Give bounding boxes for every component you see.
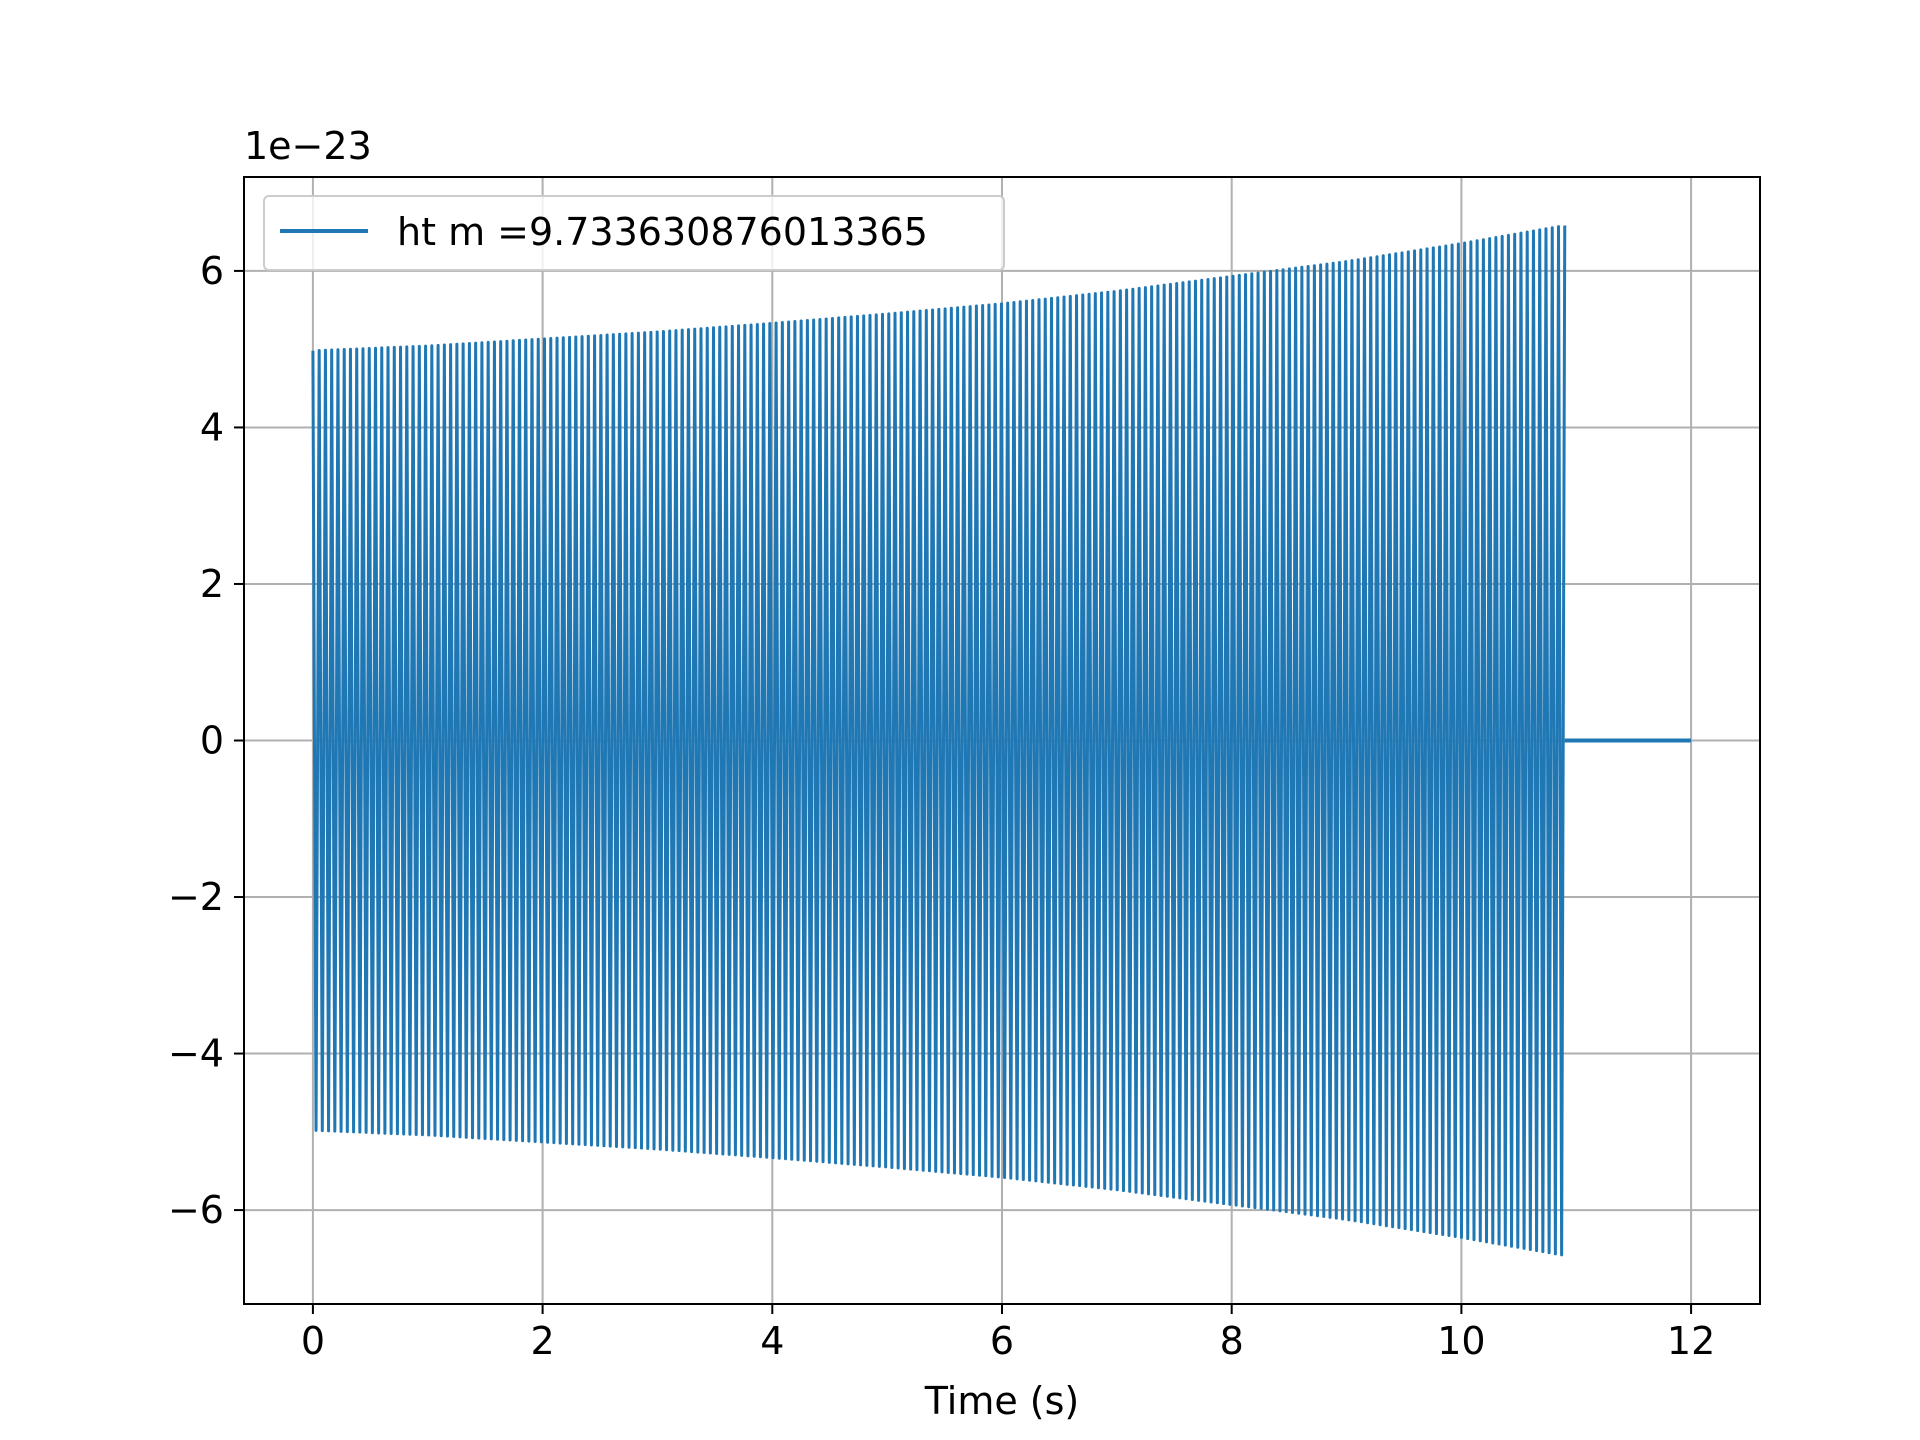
plot-series — [311, 225, 1692, 1257]
legend-box — [263, 195, 1005, 271]
legend: ht m =9.733630876013365 — [263, 195, 1005, 271]
y-tick-label: −6 — [168, 1188, 224, 1232]
x-tick-label: 12 — [1667, 1319, 1715, 1363]
x-tick-label: 10 — [1437, 1319, 1485, 1363]
x-tick-label: 0 — [301, 1319, 325, 1363]
series-line-oscillation — [311, 225, 1567, 1257]
ticks: 0 2 4 6 8 10 12 −6 −4 −2 0 2 4 6 — [168, 249, 1715, 1363]
y-tick-label: −4 — [168, 1032, 224, 1076]
x-tick-label: 2 — [531, 1319, 555, 1363]
y-tick-label: 0 — [200, 719, 224, 763]
x-tick-label: 8 — [1220, 1319, 1244, 1363]
x-axis-label: Time (s) — [924, 1379, 1080, 1423]
x-tick-label: 6 — [990, 1319, 1014, 1363]
y-tick-label: 6 — [200, 249, 224, 293]
y-offset-label: 1e−23 — [244, 124, 372, 168]
legend-entry-label: ht m =9.733630876013365 — [397, 210, 928, 254]
y-tick-label: −2 — [168, 875, 224, 919]
x-tick-label: 4 — [760, 1319, 784, 1363]
y-tick-label: 4 — [200, 405, 224, 449]
y-tick-label: 2 — [200, 562, 224, 606]
